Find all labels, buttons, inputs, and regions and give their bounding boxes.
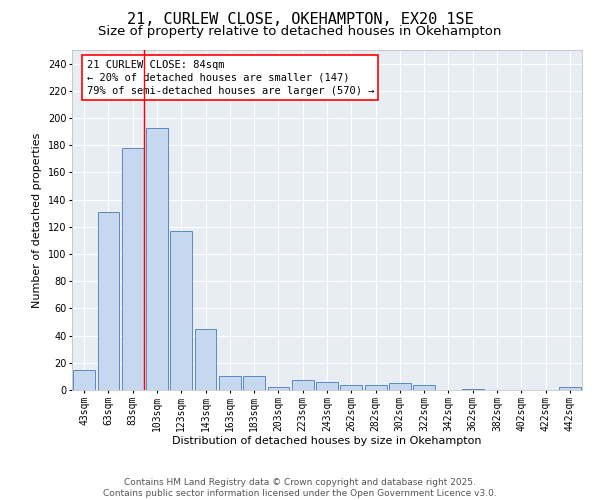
Bar [243, 376, 265, 390]
Bar [365, 384, 386, 390]
Bar [194, 329, 217, 390]
Bar [122, 148, 143, 390]
Bar [413, 384, 435, 390]
Bar [146, 128, 168, 390]
Bar [219, 376, 241, 390]
Bar [389, 383, 411, 390]
Text: Contains HM Land Registry data © Crown copyright and database right 2025.
Contai: Contains HM Land Registry data © Crown c… [103, 478, 497, 498]
Text: 21, CURLEW CLOSE, OKEHAMPTON, EX20 1SE: 21, CURLEW CLOSE, OKEHAMPTON, EX20 1SE [127, 12, 473, 28]
Y-axis label: Number of detached properties: Number of detached properties [32, 132, 42, 308]
Bar [559, 388, 581, 390]
Bar [97, 212, 119, 390]
Text: 21 CURLEW CLOSE: 84sqm
← 20% of detached houses are smaller (147)
79% of semi-de: 21 CURLEW CLOSE: 84sqm ← 20% of detached… [86, 60, 374, 96]
Bar [170, 231, 192, 390]
Bar [73, 370, 95, 390]
Bar [316, 382, 338, 390]
Bar [292, 380, 314, 390]
X-axis label: Distribution of detached houses by size in Okehampton: Distribution of detached houses by size … [172, 436, 482, 446]
Bar [268, 388, 289, 390]
Bar [340, 384, 362, 390]
Text: Size of property relative to detached houses in Okehampton: Size of property relative to detached ho… [98, 25, 502, 38]
Bar [462, 388, 484, 390]
